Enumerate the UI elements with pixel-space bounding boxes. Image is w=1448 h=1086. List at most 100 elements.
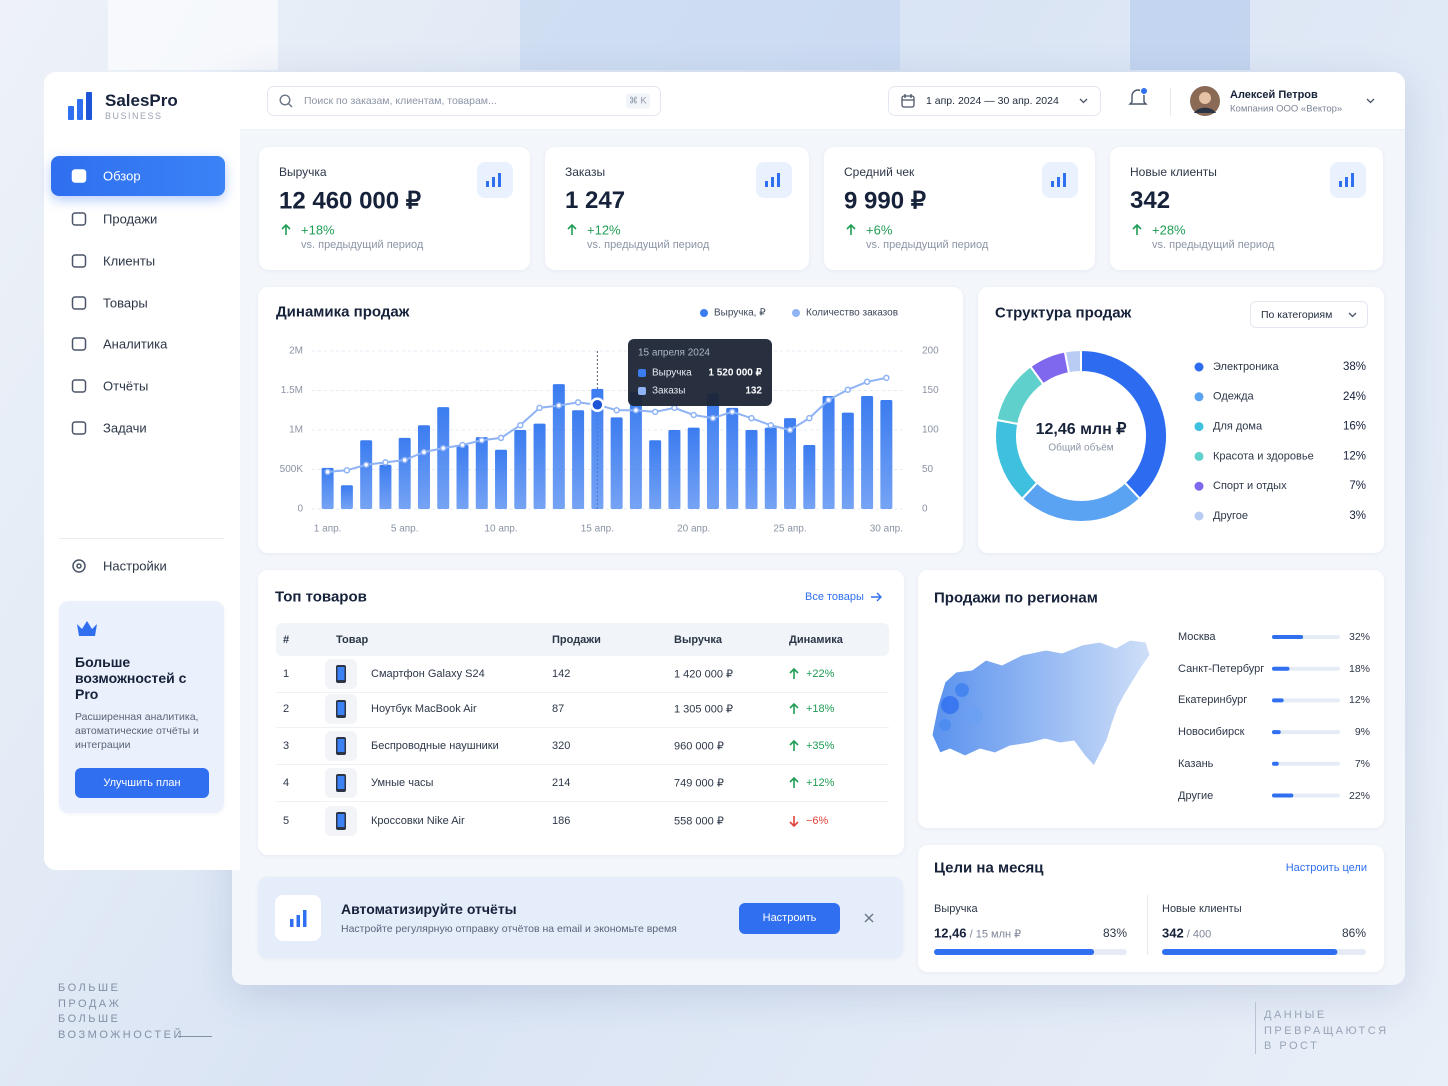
crown-icon [77,621,97,636]
table-cell: +35% [806,740,835,752]
close-icon[interactable] [864,913,874,923]
date-range[interactable]: 1 апр. 2024 — 30 апр. 2024 [926,95,1059,107]
nav-icon[interactable] [71,379,87,393]
kpi-note: vs. предыдущий период [301,239,424,251]
trend-arrow [846,223,856,235]
products-link[interactable]: Все товары [805,591,864,603]
nav-icon[interactable] [71,421,87,435]
goal-target: / 15 млн ₽ [966,928,1022,941]
table-cell: 749 000 ₽ [674,777,724,790]
region-value: 12% [1348,694,1370,707]
calendar-icon [901,94,915,108]
avatar[interactable] [1199,92,1211,104]
goal-current: 12,46 [934,925,967,941]
kpi-label: Средний чек [844,165,915,179]
region-value: 9% [1354,726,1370,739]
nav-icon[interactable] [71,211,87,227]
region-label: Казань [1178,757,1214,770]
kpi-icon [498,173,501,187]
chevron [1366,98,1375,104]
goals-title: Цели на месяц [934,859,1044,877]
table-cell: 558 000 ₽ [674,815,724,828]
product-image [337,814,345,827]
table-cell: Смартфон Galaxy S24 [371,668,485,680]
row-divider [276,801,889,802]
bell-icon[interactable] [1128,87,1148,109]
table-cell: 320 [552,740,571,752]
promo-button[interactable]: Улучшить план [75,768,209,798]
nav-icon[interactable] [71,254,87,268]
nav-item[interactable]: Клиенты [103,253,156,269]
table-cell: 4 [283,777,290,789]
nav-icon[interactable] [71,337,87,351]
banner-button[interactable]: Настроить [739,903,840,934]
bg-window [108,0,278,70]
kpi-note: vs. предыдущий период [1152,239,1275,251]
avatar[interactable] [1190,86,1220,116]
settings-icon[interactable] [72,559,86,573]
settings-icon[interactable] [71,558,87,574]
table-cell: 1 305 000 ₽ [674,703,733,716]
region-label: Другие [1178,789,1214,802]
table-cell: 87 [552,703,565,715]
filter-select[interactable] [1250,301,1368,328]
trend-arrow [567,223,577,235]
table-cell: 2 [283,703,290,715]
region-value: 22% [1348,789,1370,802]
nav-icon[interactable] [71,169,87,183]
sidebar-divider [59,538,224,539]
link-arrow[interactable] [871,592,882,602]
nav-icon[interactable] [71,378,87,394]
decor-text: ПРОДАЖ [58,997,122,1010]
link-arrow[interactable] [871,592,882,602]
nav-icon[interactable] [71,253,87,269]
search-box[interactable] [267,86,661,116]
close-icon[interactable] [864,913,874,923]
kpi-icon [1063,173,1066,187]
avatar[interactable] [1194,107,1216,113]
nav-item[interactable]: Товары [103,295,148,311]
date-picker[interactable] [888,86,1101,116]
nav-icon[interactable] [71,212,87,226]
brand-tagline: BUSINESS [105,111,163,121]
kpi-value: 12 460 000 ₽ [279,187,422,215]
goal-progress-text: 342 / 400 [1162,926,1211,941]
goal-current: 342 [1162,925,1184,941]
nav-icon[interactable] [71,168,87,184]
nav-icon[interactable] [71,420,87,436]
nav-item[interactable]: Аналитика [103,336,168,352]
decor-text: БОЛЬШЕ [58,982,121,994]
product-image [336,812,346,830]
product-image [336,700,346,718]
goal-label: Выручка [934,903,978,915]
kpi-icon [1051,181,1054,187]
crown-icon [77,621,97,636]
nav-icon[interactable] [71,295,87,311]
structure-title: Структура продаж [995,304,1132,322]
products-title: Топ товаров [275,588,367,606]
trend-arrow [789,776,799,788]
banner-title: Автоматизируйте отчёты [341,901,517,917]
table-cell: +22% [806,668,835,680]
region-value: 32% [1348,631,1370,643]
nav-item[interactable]: Продажи [103,211,158,227]
goals-link[interactable]: Настроить цели [1285,862,1367,874]
kpi-icon [1339,173,1354,187]
nav-item[interactable]: Отчёты [103,378,149,394]
nav-icon[interactable] [71,296,87,310]
decor-text: ДАННЫЕ [1264,1009,1327,1021]
filter-label[interactable]: По категориям [1261,309,1333,321]
nav-icon[interactable] [71,336,87,352]
trend-arrow [789,816,799,828]
bell-icon[interactable] [1140,87,1148,95]
nav-item[interactable]: Задачи [103,420,147,436]
nav-item[interactable]: Обзор [103,168,141,184]
settings-icon[interactable] [76,563,82,569]
table-cell: 3 [283,740,290,752]
row-divider [276,692,889,693]
search-placeholder[interactable]: Поиск по заказам, клиентам, товарам... [304,95,497,107]
settings-item[interactable]: Настройки [103,558,167,574]
region-value: 7% [1354,757,1370,770]
product-image [337,702,345,715]
kpi-note: vs. предыдущий период [866,239,989,251]
